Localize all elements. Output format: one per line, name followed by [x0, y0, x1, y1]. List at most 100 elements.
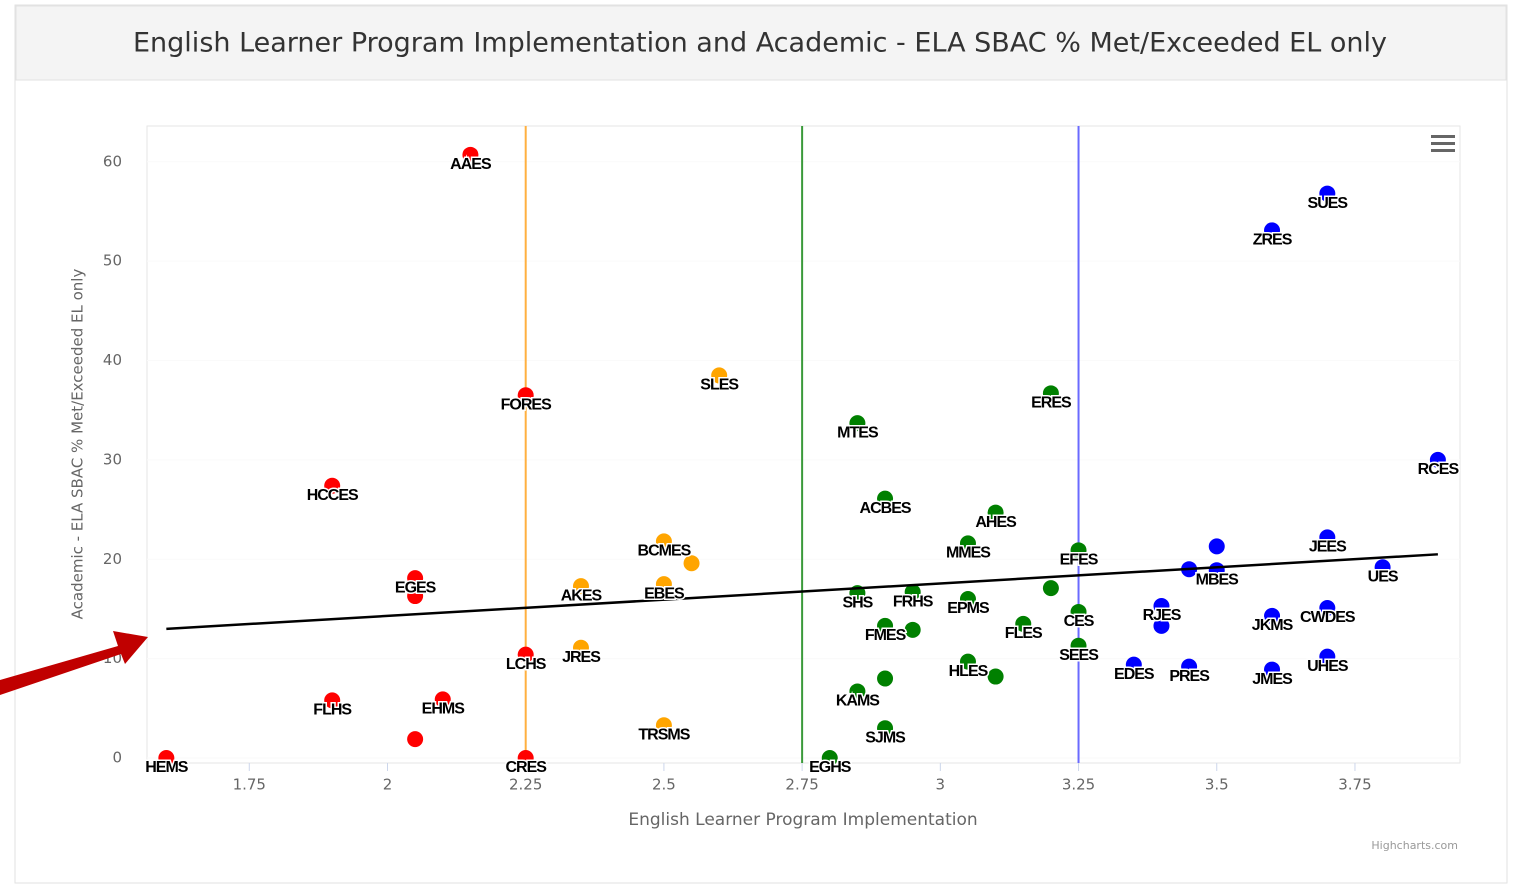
point [1264, 661, 1281, 678]
point [324, 692, 341, 709]
point-label: EPMS [947, 600, 990, 617]
y-tick-label: 30 [103, 450, 122, 468]
point-label: AKES [561, 587, 603, 604]
annotation-arrow [0, 631, 148, 695]
point [1181, 658, 1198, 675]
x-tick-label: 1.75 [233, 776, 266, 794]
point [517, 750, 534, 767]
point [683, 555, 700, 572]
point-label: ERES [1031, 395, 1072, 412]
point-label: EDES [1114, 666, 1155, 683]
x-axis-label: English Learner Program Implementation [628, 810, 977, 830]
point-label: EFES [1060, 552, 1099, 569]
point-label: CRES [505, 759, 547, 776]
point [572, 578, 589, 595]
point [434, 691, 451, 708]
point-label: FRHS [893, 593, 934, 610]
point-label: UHES [1307, 658, 1349, 675]
point [821, 750, 838, 767]
point-label: JEES [1309, 539, 1347, 556]
point [877, 617, 894, 634]
x-tick-label: 3.5 [1205, 776, 1229, 794]
point [1070, 637, 1087, 654]
y-tick-label: 60 [103, 152, 122, 170]
point-label: LCHS [506, 656, 547, 673]
point-label: AAES [450, 156, 492, 173]
point-label: FLES [1005, 625, 1043, 642]
point [462, 146, 479, 163]
point [1042, 385, 1059, 402]
point-label: SUES [1308, 195, 1349, 212]
y-tick-label: 50 [103, 252, 122, 270]
point-label: SLES [700, 377, 739, 394]
point [1153, 617, 1170, 634]
data-labels: HEMS FLHS EHMS EGES HCCES FORES AAES LCHS CRES SL… [144, 155, 1462, 778]
plot-area [146, 125, 1461, 764]
point [517, 646, 534, 663]
point [1042, 580, 1059, 597]
point-label: JKMS [1252, 617, 1294, 634]
point [572, 639, 589, 656]
menu-bar [1431, 149, 1455, 152]
point-label: MBES [1196, 571, 1240, 588]
point-label: TRSMS [638, 726, 690, 743]
menu-button[interactable] [1431, 135, 1455, 152]
x-tick-label: 2 [383, 776, 393, 794]
point-label: RJES [1143, 607, 1182, 624]
point-label: EBES [644, 585, 685, 602]
point [959, 591, 976, 608]
point-label: PRES [1169, 668, 1210, 685]
y-tick-label: 20 [103, 550, 122, 568]
point [987, 504, 1004, 521]
menu-bar [1431, 135, 1455, 138]
point [1125, 656, 1142, 673]
y-axis-label: Academic - ELA SBAC % Met/Exceeded EL on… [69, 269, 87, 620]
point [324, 477, 341, 494]
point [877, 670, 894, 687]
point [877, 720, 894, 737]
point-label: BCMES [638, 543, 692, 560]
point-label: EHMS [422, 701, 466, 718]
point-label: HCCES [307, 487, 359, 504]
panel-header [15, 5, 1507, 81]
point-label: ACBES [860, 500, 912, 517]
point-label: EGHS [809, 759, 852, 776]
point [877, 490, 894, 507]
point-label: EGES [395, 579, 437, 596]
point [407, 588, 424, 605]
point [987, 668, 1004, 685]
point [1429, 451, 1446, 468]
credit: Highcharts.com [1371, 839, 1458, 852]
point-label: HLES [949, 663, 989, 680]
point [517, 387, 534, 404]
point [904, 584, 921, 601]
point [1264, 222, 1281, 239]
x-tick-label: 2.75 [785, 776, 818, 794]
point [1264, 607, 1281, 624]
point [959, 535, 976, 552]
point [407, 570, 424, 587]
point-label: FMES [865, 627, 907, 644]
point-label: RCES [1418, 461, 1460, 478]
point-label: FLHS [313, 702, 352, 719]
x-tick-label: 2.25 [509, 776, 542, 794]
point-label: FORES [501, 397, 552, 414]
point [849, 415, 866, 432]
point-label: CWDES [1300, 609, 1356, 626]
point-label: SJMS [865, 729, 906, 746]
point [1070, 542, 1087, 559]
point [1319, 599, 1336, 616]
point-label: HEMS [145, 759, 189, 776]
point [959, 653, 976, 670]
y-tick-label: 40 [103, 351, 122, 369]
point [655, 533, 672, 550]
point [1153, 597, 1170, 614]
point-label: KAMS [836, 693, 880, 710]
y-tick-label: 0 [112, 749, 122, 767]
point [655, 717, 672, 734]
point [1374, 559, 1391, 576]
point-label: AHES [975, 514, 1017, 531]
